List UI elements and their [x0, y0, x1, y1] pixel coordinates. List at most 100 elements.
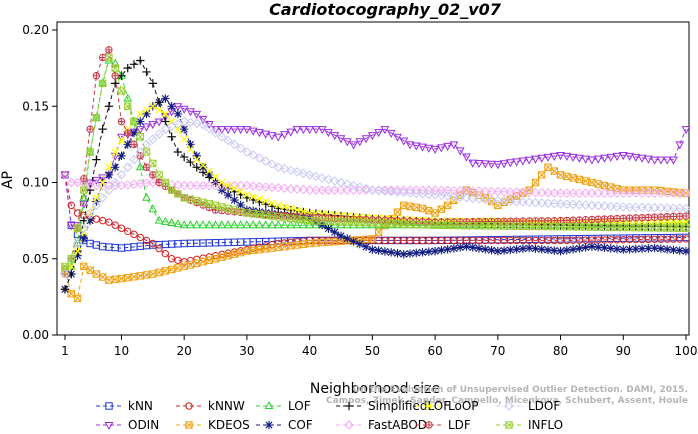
data-point-simplifiedlof	[92, 155, 101, 164]
data-point-inflo-cross	[669, 224, 678, 232]
x-tick-label: 60	[427, 344, 442, 358]
data-point-odin	[405, 141, 415, 150]
data-point-inflo	[682, 224, 690, 232]
data-point-odin	[669, 156, 678, 165]
data-point-fastabod	[198, 180, 208, 191]
data-point-ldof	[606, 201, 616, 211]
data-point-fastabod	[649, 188, 660, 198]
data-point-ldof	[91, 200, 102, 211]
data-point-loop	[99, 178, 107, 187]
data-point-inflo-cross	[73, 224, 82, 232]
data-point-kdeos-cross	[299, 240, 307, 248]
data-point-kdeos-cross	[600, 181, 609, 190]
data-point-fastabod	[286, 184, 296, 194]
data-point-odin	[186, 108, 195, 117]
data-point-odin	[600, 154, 609, 163]
data-point-ldof	[530, 197, 541, 208]
data-point-odin	[443, 142, 453, 151]
data-point-fastabod	[91, 180, 102, 191]
data-point-knnw	[92, 215, 101, 223]
data-point-odin	[455, 147, 465, 156]
data-point-odin	[135, 126, 145, 135]
data-point-cof	[474, 244, 484, 253]
data-point-simplifiedlof	[148, 79, 158, 88]
data-point-kdeos	[393, 208, 402, 216]
data-point-fastabod	[662, 188, 672, 198]
data-point-ldof	[543, 198, 553, 208]
data-point-inflo-cross	[136, 133, 144, 141]
x-tick-label: 30	[239, 344, 254, 358]
data-point-knnw	[98, 216, 107, 225]
data-point-inflo-cross	[268, 212, 276, 220]
legend: kNN ODIN kNNW KDEOS LOF COF SimplifiedLOF FastA…	[96, 399, 563, 432]
data-point-odin	[311, 126, 321, 135]
data-point-ldf-cross	[130, 141, 138, 148]
series-line-simplifiedlof	[64, 59, 687, 290]
series-layer	[60, 46, 691, 303]
data-point-knnw	[130, 230, 138, 239]
data-point-inflo-cross	[425, 221, 433, 229]
data-point-ldof	[210, 127, 221, 138]
data-point-fastabod	[524, 187, 534, 198]
data-point-kdeos-cross	[73, 294, 82, 302]
data-point-lof	[386, 220, 396, 229]
data-point-fastabod	[298, 184, 309, 195]
series-inflo	[61, 53, 690, 271]
data-point-odin	[66, 222, 76, 231]
data-point-inflo	[98, 79, 107, 88]
data-point-odin	[267, 132, 277, 141]
data-point-inflo-cross	[230, 206, 238, 214]
data-point-cof	[669, 245, 678, 255]
data-point-cof	[437, 246, 446, 255]
data-point-cof	[487, 246, 496, 255]
data-point-ldf-cross	[620, 215, 627, 222]
data-point-cof	[85, 216, 95, 225]
data-point-odin	[217, 126, 227, 135]
data-point-kdeos-cross	[312, 239, 320, 247]
data-point-ldof	[436, 190, 447, 201]
legend-marker-simplifiedlof	[344, 401, 354, 411]
data-point-odin	[229, 126, 239, 135]
data-point-odin	[317, 126, 327, 135]
data-point-ldof	[154, 129, 164, 139]
data-point-ldof	[373, 185, 384, 196]
data-point-fastabod	[580, 188, 591, 198]
data-point-fastabod	[104, 180, 114, 191]
data-point-ldof	[229, 139, 240, 150]
data-point-knnw	[167, 255, 176, 263]
data-point-inflo-cross	[481, 222, 489, 230]
data-point-inflo-cross	[582, 223, 590, 231]
data-point-fastabod	[562, 188, 572, 198]
data-point-kdeos-cross	[632, 186, 640, 194]
data-point-cof	[449, 244, 459, 253]
data-point-kdeos-cross	[243, 247, 251, 255]
data-point-fastabod	[192, 180, 202, 191]
data-point-fastabod	[593, 188, 603, 198]
data-point-cof	[386, 248, 396, 257]
data-point-ldof	[493, 196, 503, 206]
data-point-odin	[261, 130, 271, 139]
data-point-odin	[468, 159, 478, 168]
data-point-kdeos-cross	[249, 246, 257, 254]
data-point-ldof	[348, 180, 359, 191]
data-point-lof	[179, 220, 189, 229]
data-point-odin	[662, 156, 672, 165]
data-point-cof	[330, 228, 339, 237]
data-point-inflo-cross	[406, 220, 414, 228]
data-point-fastabod	[66, 177, 76, 188]
data-point-inflo-cross	[349, 218, 358, 226]
data-point-inflo-cross	[393, 220, 402, 228]
data-point-loop	[669, 218, 678, 226]
data-point-knnw	[136, 233, 144, 242]
data-point-kdeos-cross	[550, 167, 558, 175]
data-point-inflo-cross	[92, 114, 100, 122]
data-point-fastabod	[342, 185, 352, 195]
data-point-cof	[568, 245, 578, 254]
data-point-kdeos-cross	[211, 255, 220, 263]
data-point-odin	[574, 154, 584, 163]
data-point-inflo-cross	[575, 223, 583, 231]
legend-item-cof: COF	[256, 418, 313, 432]
data-point-kdeos-cross	[318, 239, 326, 247]
data-point-inflo-cross	[400, 220, 408, 228]
